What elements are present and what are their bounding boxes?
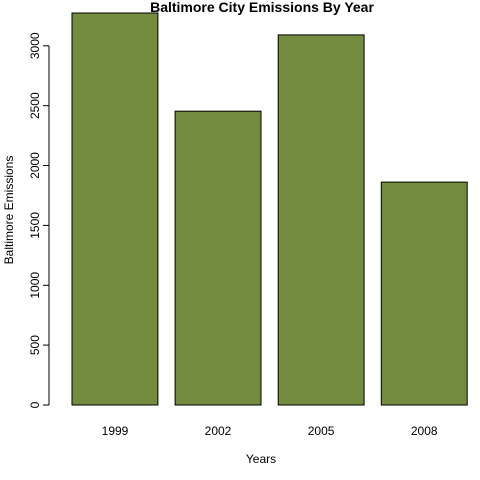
- bars-layer: [71, 12, 468, 406]
- y-axis-label: Baltimore Emissions: [2, 156, 16, 265]
- y-axis: 0 500 1000 1500 2000 2500 3000: [28, 32, 50, 408]
- y-tick-label: 2500: [28, 92, 42, 119]
- bar-2008: [380, 181, 468, 406]
- bar-2002: [174, 110, 262, 406]
- y-tick-label: 1000: [28, 272, 42, 299]
- x-axis: 1999 2002 2005 2008: [102, 424, 438, 438]
- x-tick-label: 1999: [102, 424, 129, 438]
- y-tick-label: 500: [28, 335, 42, 355]
- x-tick-label: 2002: [205, 424, 232, 438]
- y-tick-label: 2000: [28, 152, 42, 179]
- x-axis-label: Years: [246, 452, 276, 466]
- bar-1999: [71, 12, 159, 406]
- chart-title: Baltimore City Emissions By Year: [150, 0, 374, 15]
- x-tick-label: 2008: [411, 424, 438, 438]
- y-tick-label: 0: [28, 401, 42, 408]
- y-tick-label: 3000: [28, 32, 42, 59]
- bar-2005: [277, 34, 365, 406]
- x-tick-label: 2005: [308, 424, 335, 438]
- y-tick-label: 1500: [28, 212, 42, 239]
